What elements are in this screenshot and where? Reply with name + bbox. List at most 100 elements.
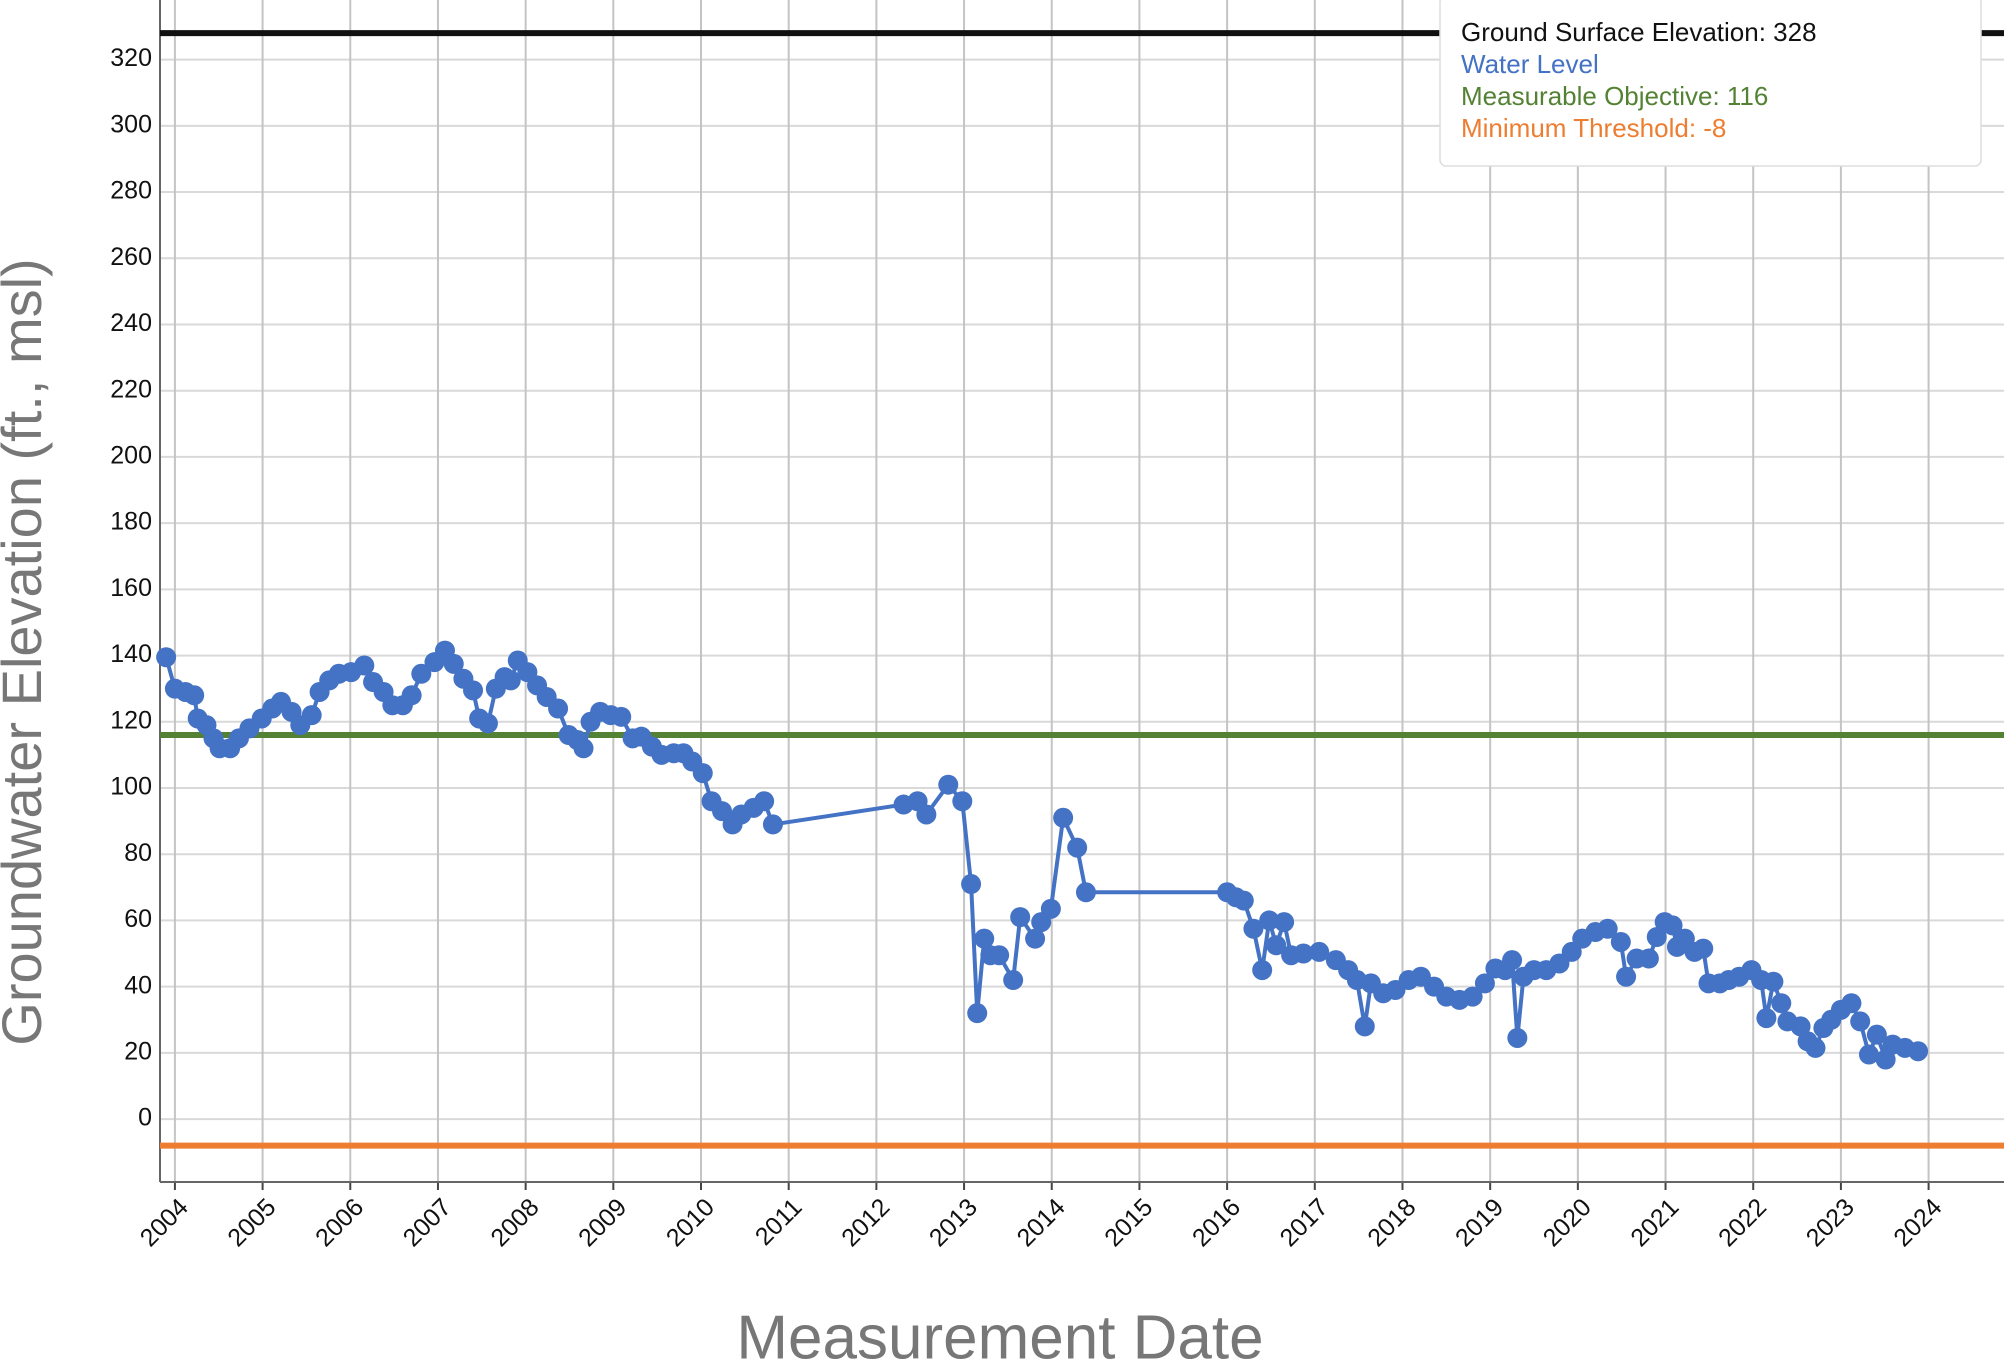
data-point: [1075, 882, 1096, 903]
legend-entry: Minimum Threshold: -8: [1461, 113, 1726, 143]
data-point: [1790, 1016, 1811, 1037]
data-point: [1763, 971, 1784, 992]
y-tick-label: 260: [110, 243, 152, 271]
data-point: [1252, 960, 1273, 981]
data-point: [1266, 935, 1287, 956]
data-point: [1293, 943, 1314, 964]
x-tick-label: 2024: [1888, 1193, 1947, 1252]
x-tick-label: 2011: [750, 1193, 808, 1251]
y-tick-label: 140: [110, 640, 152, 668]
y-tick-label: 280: [110, 177, 152, 205]
data-point: [1462, 986, 1483, 1007]
y-tick-label: 100: [110, 773, 152, 801]
legend-entry: Measurable Objective: 116: [1461, 81, 1768, 111]
data-point: [573, 738, 594, 759]
data-point: [548, 698, 569, 719]
x-tick-label: 2004: [135, 1193, 194, 1252]
x-axis-title: Measurement Date: [736, 1303, 1263, 1369]
data-point: [1354, 1016, 1375, 1037]
y-tick-label: 160: [110, 574, 152, 602]
data-point: [961, 874, 982, 895]
data-point: [1025, 928, 1046, 949]
y-tick-label: 200: [110, 442, 152, 470]
x-tick-label: 2005: [222, 1193, 281, 1252]
data-point: [1805, 1037, 1826, 1058]
x-tick-label: 2014: [1012, 1193, 1071, 1252]
y-tick-label: 20: [124, 1037, 152, 1065]
data-point: [1474, 973, 1495, 994]
data-point: [967, 1003, 988, 1024]
x-tick-label: 2008: [485, 1193, 544, 1252]
x-tick-label: 2009: [573, 1193, 632, 1252]
data-point: [184, 685, 205, 706]
x-tick-label: 2007: [398, 1193, 457, 1252]
data-point: [1067, 837, 1088, 858]
x-tick-label: 2012: [836, 1193, 895, 1252]
data-point: [156, 647, 177, 668]
x-tick-label: 2015: [1099, 1193, 1158, 1252]
data-point: [974, 928, 995, 949]
legend-entry: Ground Surface Elevation: 328: [1461, 17, 1817, 47]
y-tick-label: 40: [124, 971, 152, 999]
data-point: [1693, 938, 1714, 959]
x-tick-label: 2016: [1187, 1193, 1246, 1252]
data-point: [952, 791, 973, 812]
x-tick-label: 2013: [924, 1193, 983, 1252]
data-point: [1502, 950, 1523, 971]
data-point: [1003, 970, 1024, 991]
x-tick-label: 2006: [310, 1193, 369, 1252]
x-tick-label: 2021: [1625, 1193, 1684, 1252]
y-tick-label: 320: [110, 44, 152, 72]
y-tick-label: 220: [110, 375, 152, 403]
data-point: [1610, 931, 1631, 952]
x-tick-label: 2010: [661, 1193, 720, 1252]
data-point: [1841, 993, 1862, 1014]
data-point: [1646, 926, 1667, 947]
data-point: [301, 705, 322, 726]
data-point: [1040, 898, 1061, 919]
data-point: [463, 680, 484, 701]
y-tick-label: 300: [110, 110, 152, 138]
data-point: [754, 791, 775, 812]
data-point: [1309, 941, 1330, 962]
data-point: [1233, 890, 1254, 911]
data-point: [401, 685, 422, 706]
legend-box: [1439, 0, 1982, 167]
x-tick-label: 2017: [1275, 1193, 1334, 1252]
y-tick-label: 60: [124, 905, 152, 933]
data-point: [1638, 948, 1659, 969]
data-point: [1858, 1044, 1879, 1065]
data-point: [1756, 1008, 1777, 1029]
data-point: [989, 945, 1010, 966]
legend-entry: Water Level: [1461, 49, 1599, 79]
y-axis-title: Groundwater Elevation (ft., msl): [0, 258, 53, 1045]
data-point: [443, 653, 464, 674]
data-point: [500, 670, 521, 691]
data-point: [477, 713, 498, 734]
data-point: [692, 763, 713, 784]
data-point: [938, 774, 959, 795]
y-tick-label: 180: [110, 508, 152, 536]
y-tick-label: 120: [110, 706, 152, 734]
data-point: [1507, 1027, 1528, 1048]
data-point: [1866, 1024, 1887, 1045]
x-tick-label: 2019: [1450, 1193, 1509, 1252]
x-tick-label: 2023: [1801, 1193, 1860, 1252]
data-point: [1662, 915, 1683, 936]
y-tick-label: 80: [124, 839, 152, 867]
data-point: [611, 706, 632, 727]
data-point: [1010, 907, 1031, 928]
y-tick-label: 240: [110, 309, 152, 337]
x-tick-label: 2022: [1713, 1193, 1772, 1252]
data-point: [1850, 1011, 1871, 1032]
data-point: [762, 814, 783, 835]
data-point: [1908, 1041, 1929, 1062]
data-point: [354, 655, 375, 676]
x-tick-label: 2018: [1362, 1193, 1421, 1252]
data-point: [411, 663, 432, 684]
data-point: [1875, 1049, 1896, 1070]
data-point: [1259, 910, 1280, 931]
y-tick-label: 0: [138, 1104, 152, 1132]
